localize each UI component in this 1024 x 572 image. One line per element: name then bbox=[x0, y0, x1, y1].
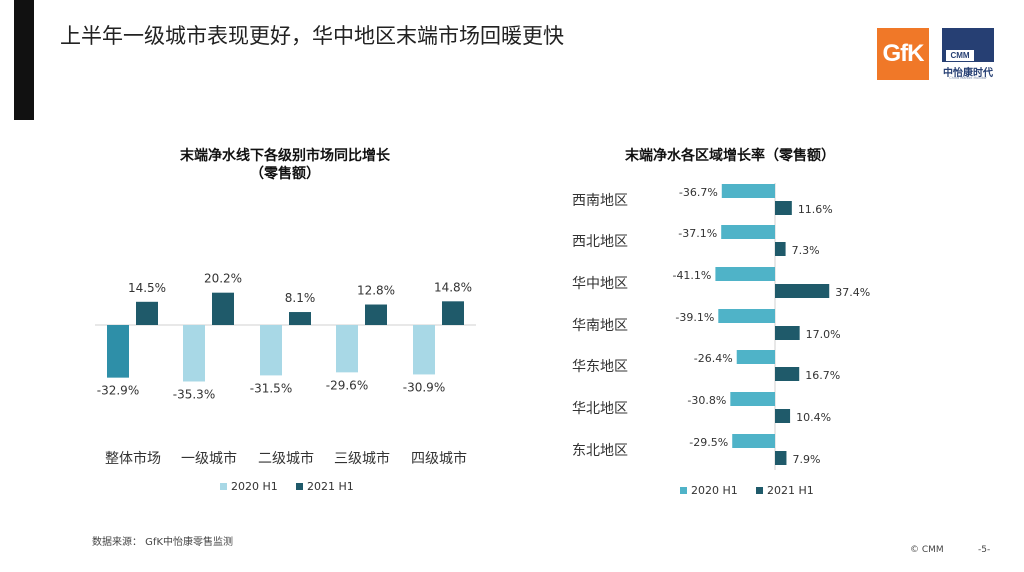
bar-2020-h1 bbox=[413, 325, 435, 375]
data-label-2020-h1: -41.1% bbox=[672, 269, 711, 282]
category-label: 三级城市 bbox=[334, 450, 390, 467]
category-label: 整体市场 bbox=[105, 450, 161, 467]
data-label-2021-h1: 16.7% bbox=[805, 369, 840, 382]
legend-label-2020-h1: 2020 H1 bbox=[231, 480, 278, 493]
data-label-2021-h1: 8.1% bbox=[285, 291, 316, 305]
data-label-2020-h1: -31.5% bbox=[250, 381, 292, 395]
category-label: 一级城市 bbox=[181, 450, 237, 467]
bar-2021-h1 bbox=[775, 409, 791, 423]
bar-2021-h1 bbox=[775, 367, 800, 381]
category-label: 四级城市 bbox=[411, 450, 467, 467]
page-number: -5- bbox=[978, 545, 991, 555]
data-label-2021-h1: 14.8% bbox=[434, 280, 472, 294]
bar-2021-h1 bbox=[775, 201, 792, 215]
bar-2021-h1 bbox=[136, 301, 158, 325]
bar-2020-h1 bbox=[736, 350, 775, 364]
data-label-2021-h1: 11.6% bbox=[798, 203, 833, 216]
legend-label-2021-h1: 2021 H1 bbox=[767, 484, 814, 497]
legend-label-2020-h1: 2020 H1 bbox=[691, 484, 738, 497]
bar-2021-h1 bbox=[442, 301, 464, 325]
gfk-logo: GfK bbox=[877, 28, 929, 80]
data-label-2020-h1: -39.1% bbox=[675, 311, 714, 324]
bar-2020-h1 bbox=[715, 267, 775, 281]
data-label-2020-h1: -29.6% bbox=[326, 378, 368, 392]
category-label: 东北地区 bbox=[572, 443, 628, 459]
bar-2020-h1 bbox=[732, 434, 775, 448]
data-label-2021-h1: 7.3% bbox=[792, 244, 820, 257]
bar-2020-h1 bbox=[336, 325, 358, 373]
chart1-title: 末端净水线下各级别市场同比增长 bbox=[180, 148, 390, 164]
data-label-2021-h1: 14.5% bbox=[128, 281, 166, 295]
bar-2021-h1 bbox=[775, 326, 800, 340]
bar-2020-h1 bbox=[721, 184, 775, 198]
category-label: 西北地区 bbox=[572, 234, 628, 250]
chart1-subtitle: （零售额） bbox=[250, 166, 320, 182]
bar-2021-h1 bbox=[775, 451, 787, 465]
data-label-2021-h1: 20.2% bbox=[204, 272, 242, 286]
data-label-2021-h1: 12.8% bbox=[357, 284, 395, 298]
data-source: 数据来源： GfK中怡康零售监测 bbox=[92, 537, 234, 548]
cmm-logo-cn: 中怡康时代 bbox=[943, 68, 993, 79]
copyright: © CMM bbox=[910, 545, 944, 555]
data-label-2020-h1: -30.8% bbox=[687, 394, 726, 407]
page-title: 上半年一级城市表现更好，华中地区末端市场回暖更快 bbox=[60, 24, 564, 48]
data-label-2021-h1: 17.0% bbox=[806, 328, 841, 341]
category-label: 华北地区 bbox=[572, 401, 628, 417]
category-label: 二级城市 bbox=[258, 450, 314, 467]
data-label-2020-h1: -36.7% bbox=[679, 186, 718, 199]
chart2-title: 末端净水各区域增长率（零售额） bbox=[625, 148, 835, 164]
legend-swatch-2020-h1 bbox=[680, 487, 687, 494]
legend-label-2021-h1: 2021 H1 bbox=[307, 480, 354, 493]
data-label-2020-h1: -29.5% bbox=[689, 436, 728, 449]
cmm-logo-sub: China Market Monitor bbox=[949, 76, 987, 80]
cmm-logo: CMM 中怡康时代 China Market Monitor bbox=[938, 28, 998, 80]
legend-swatch-2021-h1 bbox=[296, 483, 303, 490]
category-label: 西南地区 bbox=[572, 193, 628, 209]
bar-2021-h1 bbox=[212, 292, 234, 325]
data-label-2020-h1: -30.9% bbox=[403, 380, 445, 394]
cmm-logo-text: CMM bbox=[946, 50, 974, 61]
bar-2020-h1 bbox=[730, 392, 775, 406]
bar-2020-h1 bbox=[107, 325, 129, 378]
category-label: 华东地区 bbox=[572, 359, 628, 375]
bar-2021-h1 bbox=[775, 284, 830, 298]
left-accent-bar bbox=[14, 0, 34, 120]
legend-swatch-2021-h1 bbox=[756, 487, 763, 494]
category-label: 华中地区 bbox=[572, 276, 628, 292]
data-label-2021-h1: 7.9% bbox=[792, 453, 820, 466]
data-label-2020-h1: -37.1% bbox=[678, 227, 717, 240]
data-label-2020-h1: -35.3% bbox=[173, 387, 215, 401]
bar-2021-h1 bbox=[365, 304, 387, 325]
bar-2021-h1 bbox=[289, 312, 311, 325]
bar-2020-h1 bbox=[718, 309, 775, 323]
data-label-2020-h1: -26.4% bbox=[694, 352, 733, 365]
bar-2020-h1 bbox=[183, 325, 205, 382]
bar-2020-h1 bbox=[260, 325, 282, 376]
data-label-2020-h1: -32.9% bbox=[97, 384, 139, 398]
legend-swatch-2020-h1 bbox=[220, 483, 227, 490]
category-label: 华南地区 bbox=[572, 318, 628, 334]
bar-2021-h1 bbox=[775, 242, 786, 256]
bar-2020-h1 bbox=[721, 225, 775, 239]
cmm-logo-mark: CMM bbox=[942, 28, 994, 62]
data-label-2021-h1: 10.4% bbox=[796, 411, 831, 424]
data-label-2021-h1: 37.4% bbox=[835, 286, 870, 299]
